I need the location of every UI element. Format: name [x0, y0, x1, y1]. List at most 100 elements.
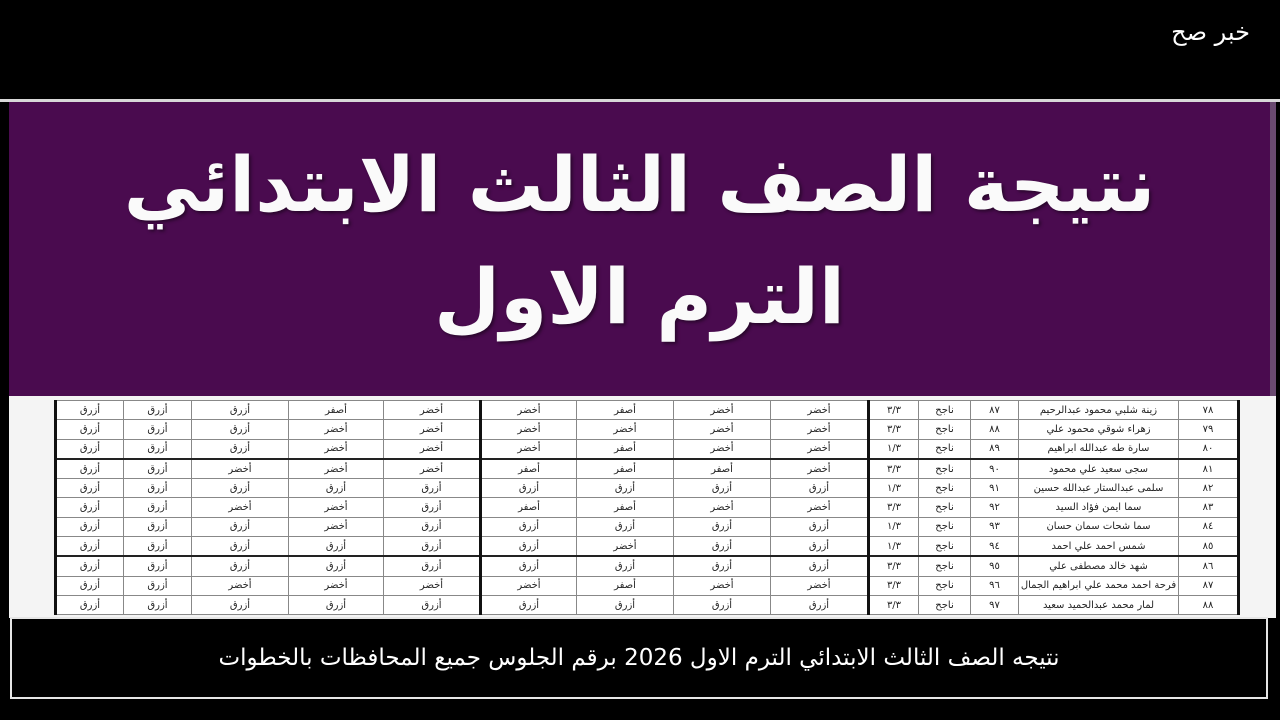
grade-cell: أخضر	[673, 575, 771, 596]
grade-cell: أخضر	[288, 419, 384, 440]
site-logo-text[interactable]: خبر صح	[1171, 18, 1250, 46]
fraction-cell: ٣/٣	[868, 575, 919, 596]
grade-cell: أزرق	[191, 438, 289, 460]
score-cell: ٩٤	[970, 536, 1019, 558]
grade-cell: أزرق	[123, 594, 192, 616]
table-row: أزرق أزرق أزرق أصفر أخضر أخضر أصفر أخضر أخضر ٣/٣ ن…	[54, 399, 1240, 421]
student-name-cell: شمس احمد علي احمد	[1018, 536, 1179, 558]
grade-cell: أزرق	[383, 478, 482, 499]
article-thumbnail: نتيجة الصف الثالث الابتدائي الترم الاول …	[9, 102, 1276, 618]
seat-number-cell: ٨٦	[1178, 555, 1240, 577]
grade-cell: أزرق	[288, 478, 384, 499]
grade-cell: أزرق	[770, 536, 870, 558]
student-name-cell: سلمى عبدالستار عبدالله حسين	[1018, 478, 1179, 499]
grade-cell: أزرق	[576, 555, 674, 577]
grade-cell: أزرق	[54, 594, 124, 616]
grade-cell: أزرق	[288, 536, 384, 558]
header-divider	[0, 99, 1280, 102]
grade-cell: أخضر	[576, 536, 674, 558]
grade-cell: أخضر	[383, 438, 482, 460]
student-name-cell: لمار محمد عبدالحميد سعيد	[1018, 594, 1179, 616]
grade-cell: أصفر	[480, 458, 577, 480]
grade-cell: أخضر	[770, 419, 870, 440]
student-name-cell: شهد خالد مصطفى علي	[1018, 555, 1179, 577]
grade-cell: أخضر	[673, 399, 771, 421]
table-row: أزرق أزرق أزرق أخضر أزرق أزرق أزرق أزرق أزرق ١/٣ ن…	[54, 516, 1240, 538]
grade-cell: أزرق	[673, 516, 771, 538]
fraction-cell: ٣/٣	[868, 555, 919, 577]
seat-number-cell: ٧٩	[1178, 419, 1240, 440]
table-row: أزرق أزرق أخضر أخضر أخضر أخضر أصفر أخضر أخضر ٣/٣ ن…	[54, 575, 1240, 596]
grade-cell: أخضر	[480, 399, 577, 421]
results-table: أزرق أزرق أزرق أصفر أخضر أخضر أصفر أخضر أخضر ٣/٣ ن…	[54, 399, 1240, 616]
student-name-cell: زينة شلبي محمود عبدالرحيم	[1018, 399, 1179, 421]
fraction-cell: ١/٣	[868, 516, 919, 538]
grade-cell: أزرق	[123, 516, 192, 538]
grade-cell: أزرق	[54, 438, 124, 460]
grade-cell: أخضر	[770, 497, 870, 518]
fraction-cell: ١/٣	[868, 438, 919, 460]
grade-cell: أزرق	[191, 419, 289, 440]
grade-cell: أزرق	[770, 516, 870, 538]
grade-cell: أزرق	[288, 594, 384, 616]
status-cell: ناجح	[918, 555, 971, 577]
grade-cell: أخضر	[288, 575, 384, 596]
grade-cell: أزرق	[480, 516, 577, 538]
student-name-cell: سما شحات سمان حسان	[1018, 516, 1179, 538]
table-row: أزرق أزرق أزرق أزرق أزرق أزرق أزرق أزرق أزرق ١/٣ ن…	[54, 478, 1240, 499]
grade-cell: أزرق	[54, 536, 124, 558]
grade-cell: أزرق	[123, 458, 192, 480]
seat-number-cell: ٨٠	[1178, 438, 1240, 460]
grade-cell: أخضر	[288, 497, 384, 518]
grade-cell: أزرق	[480, 478, 577, 499]
grade-cell: أزرق	[576, 594, 674, 616]
table-row: أزرق أزرق أخضر أخضر أخضر أصفر أصفر أصفر أخضر ٣/٣ ن…	[54, 458, 1240, 480]
grade-cell: أزرق	[383, 555, 482, 577]
status-cell: ناجح	[918, 438, 971, 460]
grade-cell: أخضر	[480, 438, 577, 460]
article-headline[interactable]: نتيجه الصف الثالث الابتدائي الترم الاول …	[10, 617, 1268, 699]
grade-cell: أزرق	[383, 536, 482, 558]
grade-cell: أزرق	[383, 594, 482, 616]
grade-cell: أصفر	[576, 458, 674, 480]
status-cell: ناجح	[918, 458, 971, 480]
status-cell: ناجح	[918, 419, 971, 440]
table-row: أزرق أزرق أزرق أزرق أزرق أزرق أزرق أزرق أزرق ٣/٣ ن…	[54, 594, 1240, 616]
grade-cell: أزرق	[576, 478, 674, 499]
student-name-cell: زهراء شوقي محمود علي	[1018, 419, 1179, 440]
grade-cell: أخضر	[383, 575, 482, 596]
grade-cell: أزرق	[576, 516, 674, 538]
grade-cell: أخضر	[383, 458, 482, 480]
grade-cell: أزرق	[191, 516, 289, 538]
grade-cell: أخضر	[770, 399, 870, 421]
grade-cell: أصفر	[576, 497, 674, 518]
grade-cell: أزرق	[288, 555, 384, 577]
grade-cell: أخضر	[383, 419, 482, 440]
score-cell: ٩٠	[970, 458, 1019, 480]
grade-cell: أزرق	[54, 478, 124, 499]
seat-number-cell: ٨٣	[1178, 497, 1240, 518]
seat-number-cell: ٨٢	[1178, 478, 1240, 499]
grade-cell: أزرق	[770, 478, 870, 499]
grade-cell: أصفر	[480, 497, 577, 518]
grade-cell: أخضر	[770, 438, 870, 460]
grade-cell: أصفر	[576, 438, 674, 460]
grade-cell: أزرق	[673, 536, 771, 558]
seat-number-cell: ٨٧	[1178, 575, 1240, 596]
fraction-cell: ٣/٣	[868, 594, 919, 616]
grade-cell: أخضر	[480, 419, 577, 440]
grade-cell: أزرق	[673, 555, 771, 577]
table-row: أزرق أزرق أخضر أخضر أزرق أصفر أصفر أخضر أخضر ٣/٣ ن…	[54, 497, 1240, 518]
fraction-cell: ٣/٣	[868, 399, 919, 421]
status-cell: ناجح	[918, 399, 971, 421]
student-name-cell: فرحة احمد محمد علي ابراهيم الجمال	[1018, 575, 1179, 596]
grade-cell: أزرق	[770, 594, 870, 616]
grade-cell: أخضر	[191, 458, 289, 480]
grade-cell: أزرق	[123, 497, 192, 518]
student-name-cell: سما ايمن فؤاد السيد	[1018, 497, 1179, 518]
score-cell: ٩٧	[970, 594, 1019, 616]
grade-cell: أخضر	[673, 497, 771, 518]
grade-cell: أخضر	[480, 575, 577, 596]
grade-cell: أزرق	[673, 478, 771, 499]
grade-cell: أخضر	[770, 575, 870, 596]
